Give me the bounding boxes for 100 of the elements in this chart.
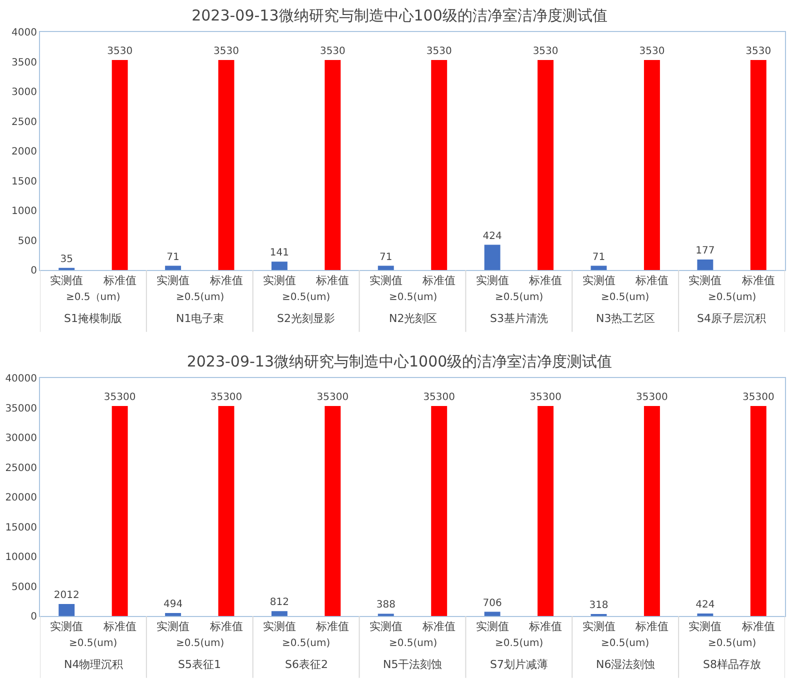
data-label: 141 xyxy=(270,248,290,259)
y-tick-label: 1500 xyxy=(12,176,37,188)
y-tick-label: 0 xyxy=(30,266,37,276)
text: S7划片减薄 xyxy=(490,658,548,671)
text: ≥0.5(um) xyxy=(495,638,544,649)
data-label: 2012 xyxy=(54,590,80,602)
bar xyxy=(324,406,341,616)
data-label: 318 xyxy=(589,600,608,611)
text: ≥0.5(um) xyxy=(601,292,650,303)
data-label: 35300 xyxy=(742,392,774,403)
y-tick-label: 3000 xyxy=(12,87,37,98)
chart-title: 2023-09-13微纳研究与制造中心100级的洁净室洁净度测试值 xyxy=(192,6,608,25)
text: N1电子束 xyxy=(176,312,224,325)
x-tick-label: 标准值 xyxy=(102,274,136,288)
y-tick-label: 5000 xyxy=(12,582,37,593)
bar xyxy=(218,60,234,270)
data-label: 35300 xyxy=(316,392,349,403)
data-label: 35300 xyxy=(104,392,136,403)
text: ≥0.5(um) xyxy=(495,292,544,303)
y-tick-label: 35000 xyxy=(5,403,37,414)
bar xyxy=(750,60,766,270)
text: ≥0.5(um) xyxy=(176,638,224,649)
bar xyxy=(165,266,182,270)
bar xyxy=(538,60,554,270)
x-tick-label: 实测值 xyxy=(156,274,190,288)
text: S4原子层沉积 xyxy=(697,312,766,325)
x-tick-label: 实测值 xyxy=(582,274,616,288)
data-label: 3530 xyxy=(214,46,239,57)
bar xyxy=(644,60,660,270)
bar xyxy=(218,406,234,616)
data-label: 424 xyxy=(696,599,715,610)
data-label: 812 xyxy=(270,597,290,608)
text: ≥0.5（um) xyxy=(66,292,120,303)
x-tick-label: 标准值 xyxy=(422,274,456,288)
y-tick-label: 0 xyxy=(30,612,37,622)
text: ≥0.5(um) xyxy=(282,638,330,649)
x-tick-label: 标准值 xyxy=(740,274,775,288)
data-label: 71 xyxy=(380,252,392,263)
bar xyxy=(112,406,128,616)
bar xyxy=(271,611,288,616)
bar xyxy=(271,262,288,270)
text: S5表征1 xyxy=(178,658,221,671)
bar xyxy=(324,60,341,270)
data-label: 177 xyxy=(696,245,715,256)
text: N2光刻区 xyxy=(389,312,438,325)
x-tick-label: 实测值 xyxy=(262,620,296,634)
data-label: 3530 xyxy=(746,46,772,57)
text: ≥0.5(um) xyxy=(708,292,756,303)
data-label: 3530 xyxy=(532,46,558,57)
bar xyxy=(538,406,554,616)
y-tick-label: 25000 xyxy=(5,462,37,474)
x-tick-label: 标准值 xyxy=(634,620,668,634)
y-tick-label: 2500 xyxy=(12,116,37,128)
bar xyxy=(697,259,714,270)
bar xyxy=(484,244,500,270)
text: S2光刻显影 xyxy=(277,312,335,325)
x-tick-label: 实测值 xyxy=(688,620,722,634)
y-tick-label: 3500 xyxy=(12,57,37,68)
text: S3基片清洗 xyxy=(490,312,548,325)
text: S6表征2 xyxy=(285,658,328,671)
x-tick-label: 实测值 xyxy=(476,274,509,288)
y-tick-label: 40000 xyxy=(5,374,37,384)
text: S1掩模制版 xyxy=(64,312,122,325)
y-tick-label: 4000 xyxy=(12,28,37,38)
x-tick-label: 实测值 xyxy=(688,274,722,288)
text: N3热工艺区 xyxy=(596,312,656,325)
text: ≥0.5(um) xyxy=(389,638,438,649)
data-label: 3530 xyxy=(426,46,452,57)
x-tick-label: 实测值 xyxy=(156,620,190,634)
data-label: 71 xyxy=(166,252,180,263)
data-label: 388 xyxy=(376,600,396,611)
x-tick-label: 实测值 xyxy=(582,620,616,634)
data-label: 35300 xyxy=(423,392,456,403)
text: N6湿法刻蚀 xyxy=(596,658,656,671)
x-tick-label: 实测值 xyxy=(476,620,509,634)
bar xyxy=(644,406,660,616)
data-label: 3530 xyxy=(107,46,133,57)
data-label: 3530 xyxy=(639,46,665,57)
bar xyxy=(484,612,500,616)
data-label: 35300 xyxy=(636,392,668,403)
bar xyxy=(112,60,128,270)
x-tick-label: 标准值 xyxy=(102,620,136,634)
data-label: 35 xyxy=(60,254,73,265)
x-tick-label: 实测值 xyxy=(50,274,84,288)
x-tick-label: 标准值 xyxy=(528,620,562,634)
data-label: 494 xyxy=(163,599,183,610)
data-label: 3530 xyxy=(320,46,346,57)
text: ≥0.5(um) xyxy=(708,638,756,649)
bar xyxy=(378,266,394,270)
y-tick-label: 20000 xyxy=(5,492,37,504)
bar xyxy=(697,613,714,616)
text: ≥0.5(um) xyxy=(601,638,650,649)
data-label: 35300 xyxy=(530,392,562,403)
x-tick-label: 标准值 xyxy=(315,274,350,288)
y-tick-label: 500 xyxy=(18,236,37,247)
y-tick-label: 10000 xyxy=(5,552,37,563)
y-tick-label: 2000 xyxy=(12,146,37,158)
text: N4物理沉积 xyxy=(64,658,124,671)
chart-title: 2023-09-13微纳研究与制造中心1000级的洁净室洁净度测试值 xyxy=(186,352,612,371)
x-tick-label: 实测值 xyxy=(262,274,296,288)
